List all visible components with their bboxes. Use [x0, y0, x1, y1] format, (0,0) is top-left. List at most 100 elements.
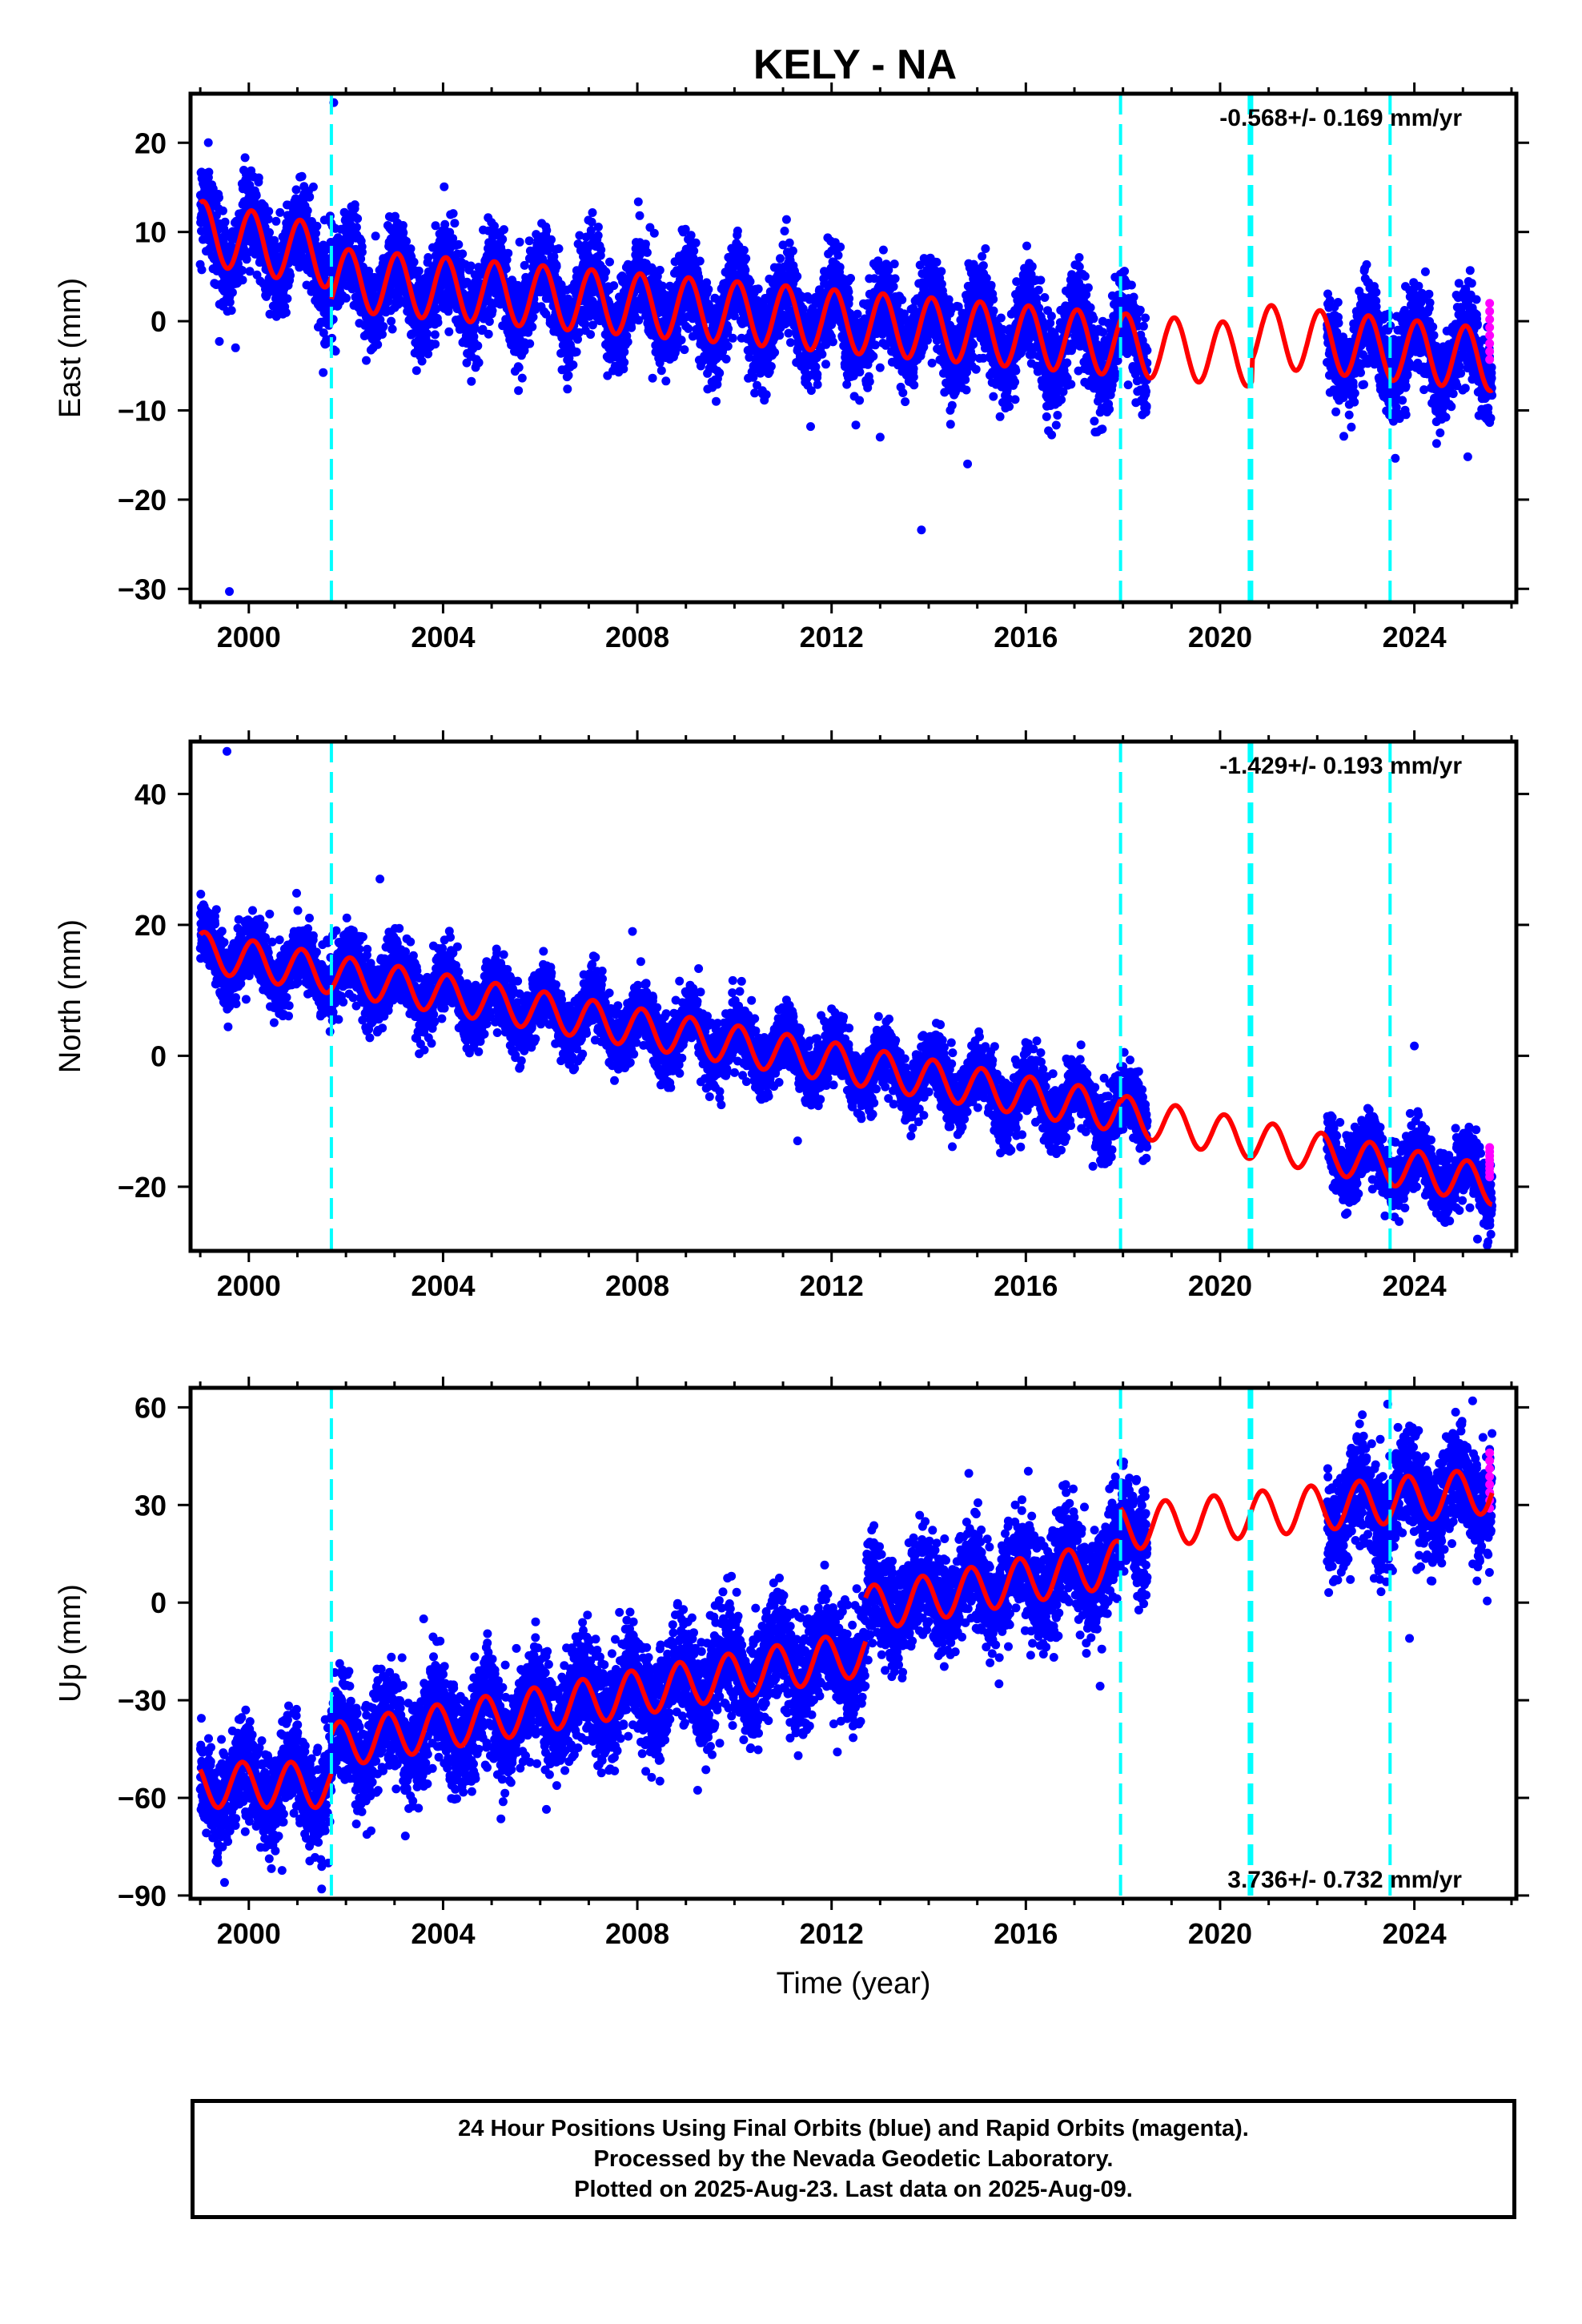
- data-point: [853, 309, 862, 319]
- data-point: [263, 215, 273, 224]
- data-point: [712, 396, 721, 406]
- data-point: [694, 272, 704, 282]
- data-point: [890, 274, 900, 283]
- data-point: [474, 358, 484, 368]
- data-point: [515, 237, 524, 247]
- data-point: [620, 358, 629, 367]
- data-point: [642, 247, 652, 257]
- data-point: [283, 294, 292, 304]
- data-point: [623, 337, 632, 347]
- data-point: [402, 236, 411, 246]
- data-point: [563, 384, 572, 394]
- data-point: [514, 363, 524, 372]
- data-point: [547, 235, 556, 244]
- data-point: [291, 185, 301, 195]
- data-point: [781, 215, 791, 224]
- data-point: [927, 358, 937, 368]
- data-point: [387, 316, 396, 326]
- data-point: [525, 339, 535, 348]
- data-point: [254, 173, 263, 183]
- data-point: [319, 368, 328, 377]
- data-point: [684, 324, 693, 333]
- data-point: [878, 245, 888, 255]
- data-point: [542, 226, 552, 235]
- data-point: [440, 182, 449, 191]
- data-point: [788, 246, 797, 255]
- data-point: [433, 318, 443, 328]
- data-point: [741, 265, 750, 275]
- data-point: [739, 246, 749, 255]
- data-point: [240, 153, 250, 163]
- data-point: [357, 247, 367, 257]
- data-point: [227, 287, 237, 297]
- data-point: [846, 274, 855, 283]
- data-point: [785, 238, 794, 247]
- data-point: [265, 227, 274, 237]
- data-point: [409, 257, 419, 267]
- data-point: [271, 216, 281, 226]
- data-point: [270, 235, 279, 245]
- data-point: [245, 267, 255, 276]
- data-point: [341, 293, 351, 303]
- data-point: [227, 306, 236, 316]
- data-point: [350, 200, 359, 210]
- data-point: [218, 206, 227, 215]
- plot-area-east: [195, 98, 1497, 597]
- data-point: [423, 329, 432, 339]
- data-point: [552, 262, 561, 271]
- data-point: [251, 191, 261, 200]
- data-point: [351, 223, 361, 232]
- data-point: [242, 255, 251, 264]
- data-point: [554, 244, 564, 253]
- data-point: [680, 345, 689, 355]
- data-point: [362, 356, 371, 365]
- data-point: [286, 271, 295, 280]
- data-point: [845, 294, 854, 304]
- data-point: [655, 265, 665, 275]
- data-point: [484, 329, 493, 339]
- data-point: [750, 388, 760, 398]
- data-point: [836, 242, 845, 251]
- data-point: [431, 340, 440, 349]
- data-point: [406, 244, 416, 254]
- data-point: [297, 171, 307, 181]
- data-point: [609, 281, 619, 291]
- data-point: [633, 197, 643, 207]
- data-point: [568, 360, 578, 370]
- data-point: [821, 360, 830, 369]
- data-point: [387, 324, 397, 334]
- data-point: [220, 217, 230, 227]
- data-point: [215, 336, 224, 346]
- chart-title: KELY - NA: [753, 42, 957, 88]
- data-point: [776, 254, 785, 263]
- data-point: [828, 337, 837, 347]
- data-point: [898, 388, 908, 397]
- panel-east: 2000 2004 2008 2012 2016 2020 2024−30−20−10010…: [54, 82, 1529, 653]
- data-point: [695, 256, 705, 266]
- data-point: [786, 338, 795, 348]
- data-point: [733, 226, 742, 235]
- data-point: [780, 227, 789, 235]
- data-point: [311, 228, 320, 238]
- data-point: [813, 380, 822, 389]
- data-point: [889, 259, 899, 269]
- data-point: [897, 295, 907, 304]
- data-point: [593, 231, 603, 240]
- data-point: [572, 348, 581, 356]
- data-point: [466, 261, 476, 271]
- data-point: [901, 397, 910, 407]
- data-point: [430, 330, 440, 340]
- data-point: [414, 266, 424, 275]
- data-point: [793, 271, 802, 281]
- data-point: [761, 390, 771, 400]
- data-point: [588, 208, 597, 217]
- data-point: [889, 282, 898, 292]
- data-point: [450, 219, 460, 228]
- data-point: [775, 331, 785, 340]
- data-point: [635, 211, 644, 220]
- data-point: [833, 251, 843, 260]
- data-point: [851, 420, 861, 430]
- data-point: [444, 327, 454, 336]
- data-point: [467, 376, 476, 386]
